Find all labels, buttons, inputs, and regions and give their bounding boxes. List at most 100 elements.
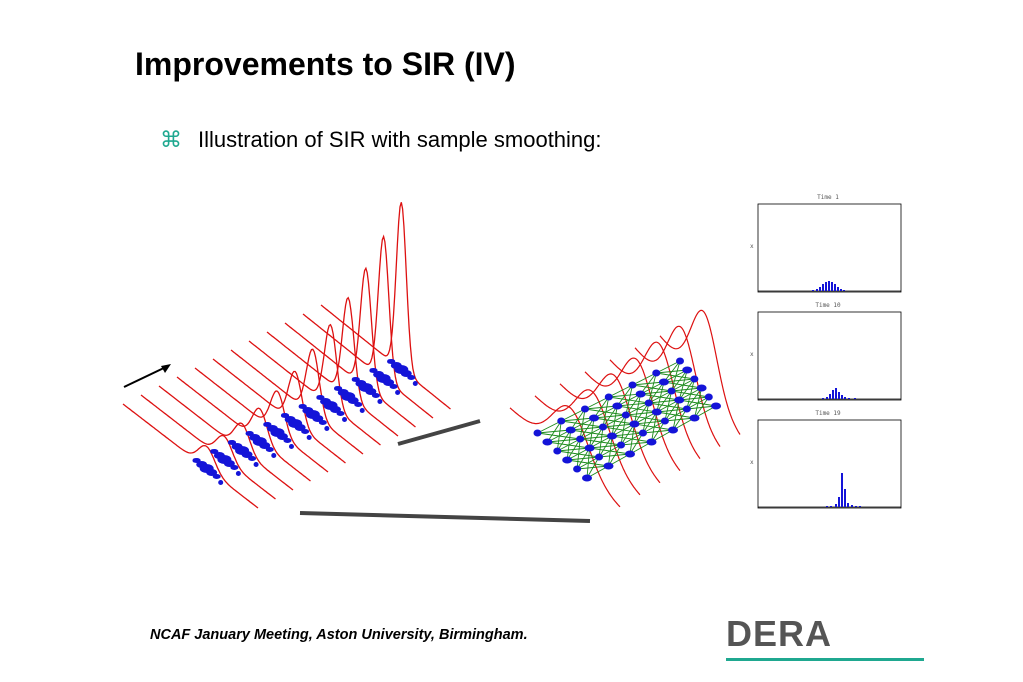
resampling-link bbox=[642, 402, 650, 434]
density-curve bbox=[176, 376, 311, 482]
particle-blob bbox=[696, 384, 707, 392]
resampling-link bbox=[672, 399, 680, 431]
resampling-link bbox=[656, 390, 672, 413]
resampling-link bbox=[598, 426, 604, 458]
particle-dot bbox=[387, 359, 392, 364]
particle-blob bbox=[542, 438, 553, 446]
density-curve bbox=[266, 296, 399, 437]
panel-frame bbox=[757, 311, 902, 401]
histogram-bar bbox=[812, 290, 814, 291]
particle-dot bbox=[227, 440, 233, 445]
resampling-link bbox=[537, 420, 562, 434]
particle-dot bbox=[298, 404, 304, 409]
particle-blob bbox=[283, 437, 292, 443]
bullet-text: Illustration of SIR with sample smoothin… bbox=[198, 127, 602, 152]
particle-blob bbox=[389, 383, 398, 389]
particle-dot bbox=[288, 443, 294, 449]
particle-blob bbox=[589, 414, 599, 422]
histogram-bar bbox=[819, 287, 821, 291]
histogram-bar bbox=[847, 503, 849, 507]
particle-blob bbox=[676, 357, 684, 365]
particle-blob bbox=[646, 438, 657, 446]
histogram-bar bbox=[855, 506, 857, 507]
histogram-bar bbox=[844, 489, 846, 507]
density-curve bbox=[248, 323, 381, 446]
resampling-link bbox=[625, 393, 641, 416]
histogram-bar bbox=[832, 390, 834, 399]
arrow-head-icon bbox=[161, 364, 171, 373]
particle-blob bbox=[212, 473, 221, 479]
bullet-item: ⌘ Illustration of SIR with sample smooth… bbox=[160, 127, 602, 153]
resampling-link bbox=[584, 396, 609, 410]
histogram-bar bbox=[835, 388, 837, 399]
panel-ylabel: x bbox=[750, 351, 754, 358]
density-curve bbox=[194, 367, 329, 473]
resampling-link bbox=[576, 447, 590, 470]
particle-blob bbox=[230, 464, 239, 470]
density-curve bbox=[140, 394, 276, 500]
particle-dot bbox=[369, 368, 374, 373]
particle-blob bbox=[612, 402, 623, 410]
histogram-bar bbox=[837, 287, 839, 291]
particle-blob bbox=[565, 426, 576, 434]
particle-blob bbox=[241, 450, 253, 458]
panel-title: Time 19 bbox=[815, 410, 841, 417]
resampling-link bbox=[648, 372, 657, 404]
particle-blob bbox=[330, 405, 342, 413]
histogram-bar bbox=[822, 284, 824, 291]
resampling-link bbox=[629, 423, 635, 455]
resampling-link bbox=[616, 384, 633, 407]
resampling-link bbox=[586, 456, 600, 479]
particle-blob bbox=[667, 387, 676, 395]
histogram-bar bbox=[828, 281, 830, 291]
density-curve bbox=[509, 404, 621, 508]
density-curve bbox=[659, 309, 741, 435]
resampling-link bbox=[566, 429, 572, 461]
resampling-link bbox=[611, 414, 627, 437]
panel-title: Time 1 bbox=[817, 194, 839, 201]
histogram-bar bbox=[834, 284, 836, 291]
particle-blob bbox=[248, 455, 257, 461]
panel-ylabel: x bbox=[750, 459, 754, 466]
particle-blob bbox=[206, 468, 218, 476]
resampling-link bbox=[632, 372, 657, 386]
histogram-bar bbox=[825, 282, 827, 291]
particle-blob bbox=[407, 374, 416, 380]
resampling-link bbox=[694, 387, 703, 419]
resampling-link bbox=[602, 396, 610, 428]
particle-blob bbox=[689, 414, 700, 422]
particle-blob bbox=[354, 401, 363, 407]
density-curve bbox=[122, 403, 259, 509]
particle-dot bbox=[263, 422, 268, 427]
particle-dot bbox=[377, 398, 383, 404]
footer-text: NCAF January Meeting, Aston University, … bbox=[150, 627, 528, 643]
particle-dot bbox=[412, 380, 418, 386]
particle-dot bbox=[324, 425, 330, 431]
resampling-link bbox=[608, 444, 622, 467]
panel-frame bbox=[757, 203, 902, 293]
resampling-link bbox=[633, 393, 642, 425]
resampling-link bbox=[694, 396, 710, 419]
resampling-link bbox=[663, 360, 681, 383]
particle-blob bbox=[682, 405, 691, 413]
resampling-link bbox=[640, 372, 657, 395]
histogram-bars bbox=[758, 281, 901, 292]
particle-blob bbox=[644, 399, 653, 407]
particle-dot bbox=[192, 458, 197, 463]
resampling-link bbox=[664, 390, 672, 422]
particle-dot bbox=[253, 461, 259, 467]
resampling-link bbox=[566, 438, 581, 461]
sir-particle-density-plot bbox=[122, 202, 451, 509]
particle-blob bbox=[265, 446, 274, 452]
panel-ylabel: x bbox=[750, 243, 754, 250]
histogram-bar bbox=[859, 506, 861, 507]
resampling-link bbox=[686, 387, 702, 410]
particle-dot bbox=[334, 386, 339, 391]
particle-blob bbox=[584, 444, 595, 452]
particle-blob bbox=[625, 450, 635, 458]
particle-blob bbox=[595, 453, 604, 461]
density-curve bbox=[212, 358, 346, 464]
histogram-bar bbox=[854, 398, 856, 399]
resampling-link bbox=[678, 369, 688, 401]
